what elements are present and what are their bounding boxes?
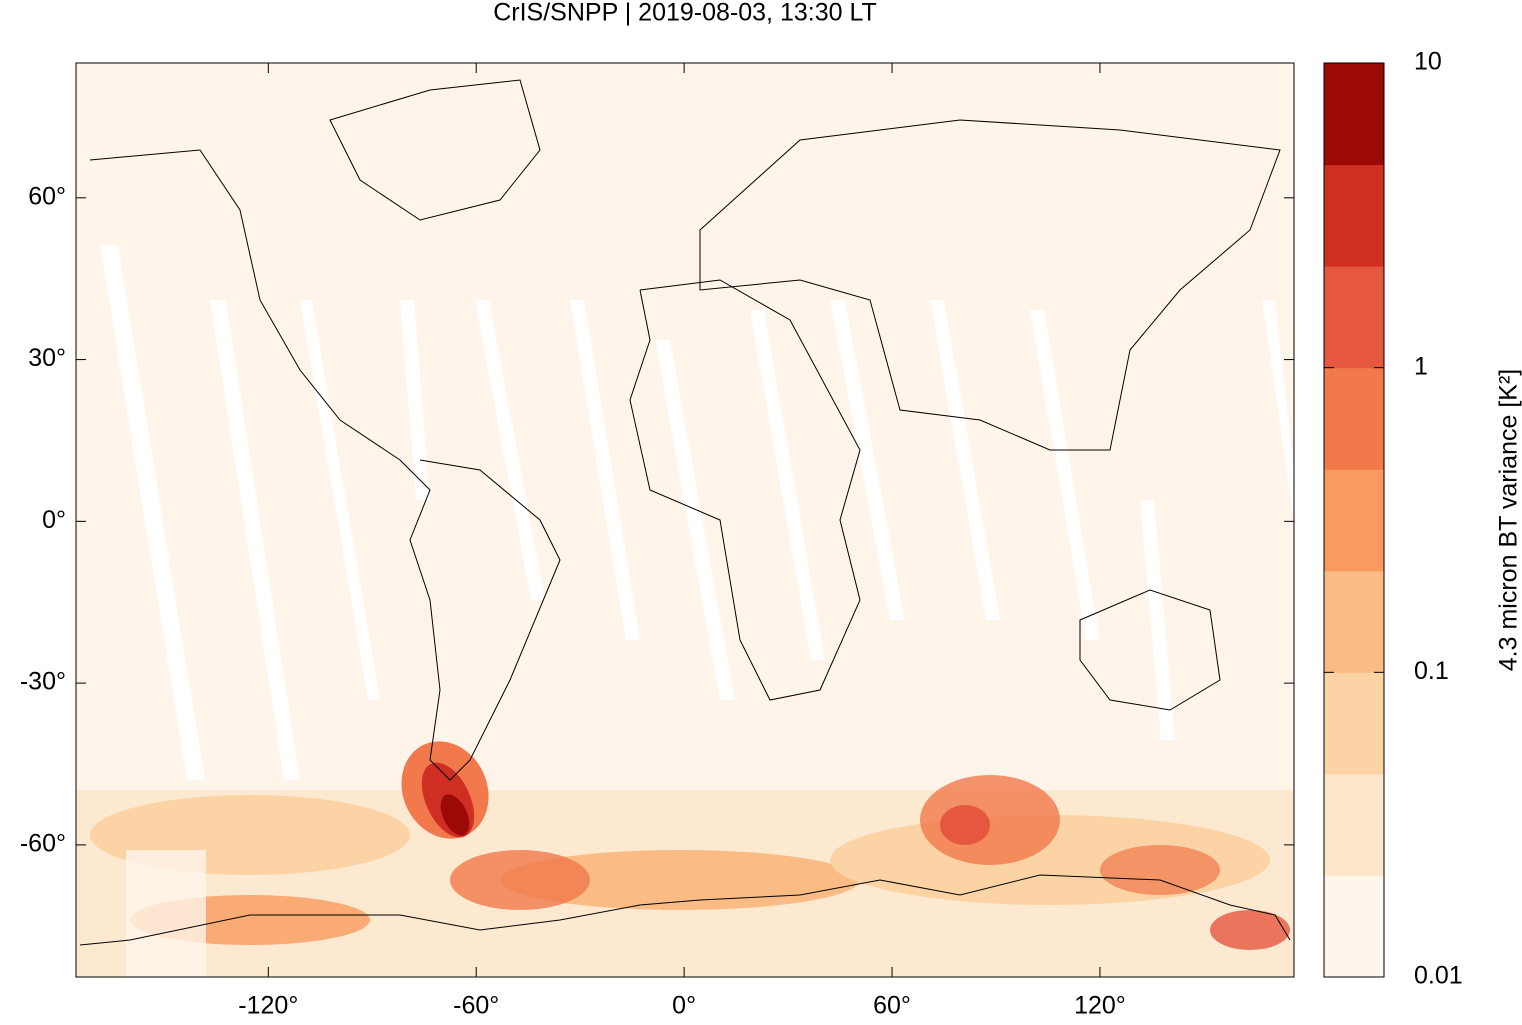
colorbar-level xyxy=(1324,367,1384,470)
colorbar-level xyxy=(1324,570,1384,673)
chart-title: CrIS/SNPP | 2019-08-03, 13:30 LT xyxy=(493,0,877,27)
y-tick-label: -30° xyxy=(20,668,66,696)
colorbar-frame xyxy=(1323,62,1385,978)
colorbar-tick-label: 10 xyxy=(1414,48,1442,76)
colorbar-level xyxy=(1324,672,1384,775)
map-field xyxy=(75,62,1295,978)
colorbar-tick-label: 0.1 xyxy=(1414,657,1449,685)
x-tick-label: 60° xyxy=(873,992,911,1020)
y-tick-label: -60° xyxy=(20,829,66,857)
colorbar-level xyxy=(1324,773,1384,876)
y-tick-label: 30° xyxy=(28,344,66,372)
y-tick-label: 0° xyxy=(42,506,66,534)
colorbar-level xyxy=(1324,875,1384,978)
x-tick-label: -60° xyxy=(453,992,499,1020)
variance-patches xyxy=(76,741,1294,977)
colorbar-label: 4.3 micron BT variance [K²] xyxy=(1495,369,1522,671)
plot-frame xyxy=(75,62,1295,978)
x-tick-label: 0° xyxy=(672,992,696,1020)
y-tick-label: 60° xyxy=(28,182,66,210)
colorbar-level xyxy=(1324,164,1384,267)
x-tick-label: 120° xyxy=(1074,992,1126,1020)
colorbar-tick-label: 0.01 xyxy=(1414,962,1463,990)
x-tick-label: -120° xyxy=(238,992,298,1020)
colorbar-tick-label: 1 xyxy=(1414,352,1428,380)
colorbar-level xyxy=(1324,469,1384,572)
orbit-gaps xyxy=(100,245,1294,780)
coastlines xyxy=(79,79,1291,946)
colorbar-level xyxy=(1324,63,1384,166)
colorbar-level xyxy=(1324,266,1384,369)
